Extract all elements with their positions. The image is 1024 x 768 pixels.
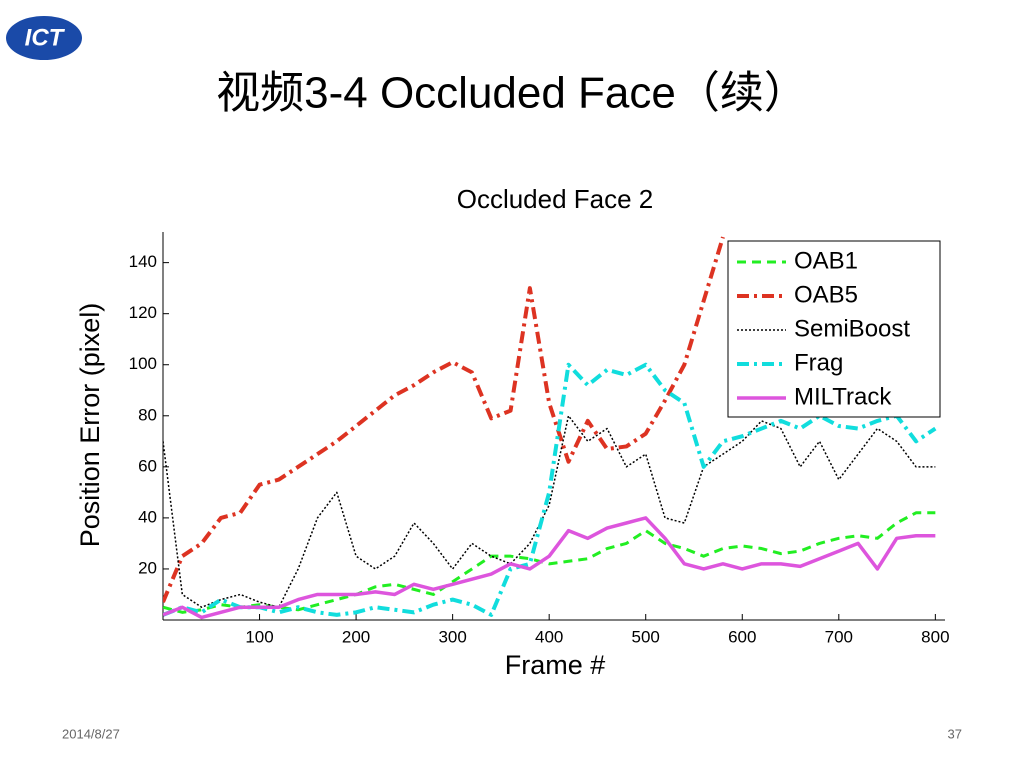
series-line (163, 362, 937, 617)
x-tick-label: 200 (342, 627, 370, 646)
slide-date: 2014/8/27 (62, 726, 120, 741)
y-tick-label: 60 (138, 456, 157, 475)
logo: ICT (6, 16, 82, 60)
legend: OAB1 OAB5 SemiBoost Frag MILTrack (727, 240, 941, 418)
logo-text: ICT (25, 24, 66, 51)
y-tick-label: 120 (129, 303, 157, 322)
legend-box (727, 240, 941, 418)
legend-label: MILTrack (794, 383, 892, 410)
y-tick-label: 80 (138, 405, 157, 424)
x-tick-label: 500 (632, 627, 660, 646)
series-line (163, 516, 936, 620)
x-tick-label: 100 (245, 627, 273, 646)
x-tick-label: 600 (728, 627, 756, 646)
x-tick-label: 300 (438, 627, 466, 646)
x-tick-label: 400 (535, 627, 563, 646)
chart-title: Occluded Face 2 (457, 184, 654, 214)
page-number: 37 (948, 726, 962, 741)
x-tick-label: 700 (825, 627, 853, 646)
y-tick-label: 100 (129, 354, 157, 373)
y-tick-label: 20 (138, 558, 157, 577)
x-tick-label: 800 (921, 627, 949, 646)
legend-label: Frag (794, 349, 843, 376)
series-line (163, 511, 936, 614)
y-tick-label: 40 (138, 507, 157, 526)
logo-badge (6, 16, 82, 60)
legend-label: OAB5 (794, 281, 858, 308)
x-axis-label: Frame # (505, 650, 606, 680)
y-tick-label: 140 (129, 252, 157, 271)
y-axis-label: Position Error (pixel) (75, 303, 105, 548)
slide-title: 视频3-4 Occluded Face（续） (216, 69, 808, 118)
legend-label: SemiBoost (794, 315, 910, 342)
plot-area (163, 237, 937, 620)
series-line (163, 415, 936, 608)
legend-label: OAB1 (794, 247, 858, 274)
